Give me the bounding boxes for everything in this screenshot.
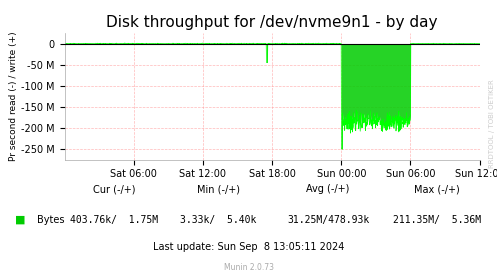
Y-axis label: Pr second read (-) / write (+): Pr second read (-) / write (+) bbox=[9, 31, 18, 161]
Text: 403.76k/  1.75M: 403.76k/ 1.75M bbox=[70, 215, 159, 225]
Text: Munin 2.0.73: Munin 2.0.73 bbox=[224, 263, 273, 271]
Text: Max (-/+): Max (-/+) bbox=[414, 185, 460, 194]
Text: 3.33k/  5.40k: 3.33k/ 5.40k bbox=[180, 215, 257, 225]
Text: ■: ■ bbox=[15, 215, 25, 225]
Text: Bytes: Bytes bbox=[37, 215, 65, 225]
Text: 211.35M/  5.36M: 211.35M/ 5.36M bbox=[393, 215, 482, 225]
Text: 31.25M/478.93k: 31.25M/478.93k bbox=[287, 215, 369, 225]
Text: Avg (-/+): Avg (-/+) bbox=[306, 185, 350, 194]
Text: Cur (-/+): Cur (-/+) bbox=[93, 185, 136, 194]
Text: Min (-/+): Min (-/+) bbox=[197, 185, 240, 194]
Title: Disk throughput for /dev/nvme9n1 - by day: Disk throughput for /dev/nvme9n1 - by da… bbox=[106, 15, 438, 31]
Text: RRDTOOL / TOBI OETIKER: RRDTOOL / TOBI OETIKER bbox=[489, 79, 495, 168]
Text: Last update: Sun Sep  8 13:05:11 2024: Last update: Sun Sep 8 13:05:11 2024 bbox=[153, 242, 344, 252]
